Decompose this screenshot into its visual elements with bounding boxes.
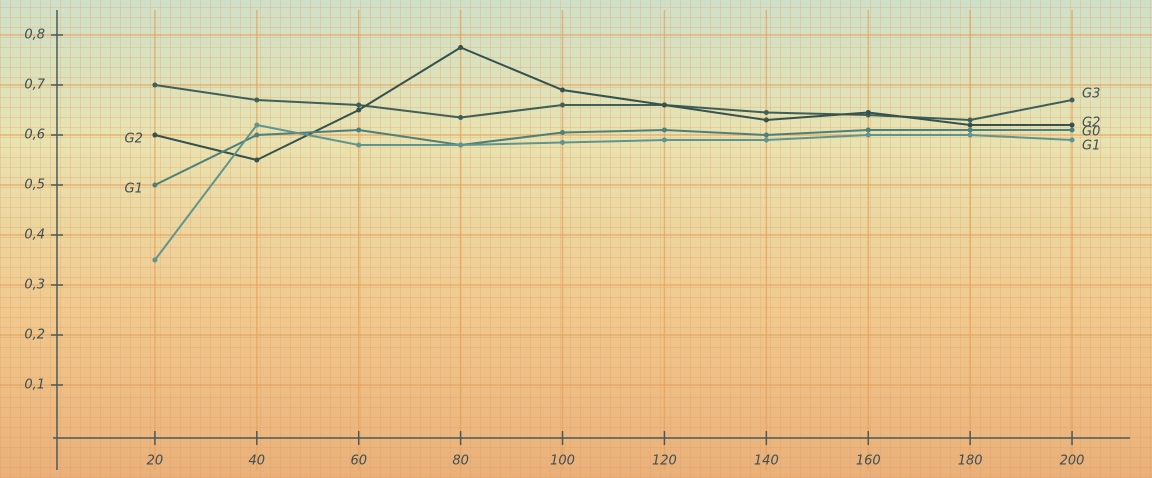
point [458,115,464,120]
y-tick-label: 0,8 [24,28,45,43]
y-tick-label: 0,1 [24,378,45,393]
y-tick-label: 0,5 [24,178,45,193]
x-tick-label: 140 [754,454,779,469]
point [356,102,362,108]
point [661,137,667,143]
legend-label: G1 [1082,139,1100,154]
point [1069,137,1075,143]
point [763,110,769,115]
series-line [154,123,1073,261]
x-tick-label: 120 [652,454,677,469]
point [763,132,769,138]
x-tick-label: 100 [550,454,575,469]
x-tick-label: 200 [1060,454,1085,469]
x-tick-label: 80 [452,454,469,469]
y-tick-label: 0,7 [24,78,45,93]
point [560,130,566,135]
point [967,122,973,128]
point [865,132,871,138]
point [967,132,973,138]
point [661,102,667,108]
x-tick-label: 20 [147,454,164,469]
point [356,142,362,148]
point [865,127,871,133]
legend-label: G2 [1082,116,1100,131]
legend-label: G0 [1082,125,1100,140]
point [152,132,158,138]
y-tick-label: 0,3 [24,278,45,293]
point [356,127,362,133]
point [1069,97,1075,103]
point [458,142,464,148]
x-tick-label: 180 [958,454,983,469]
point [152,182,158,188]
point [254,122,260,128]
point [661,127,667,133]
point [152,82,158,88]
point [967,117,973,123]
point [458,45,464,50]
point [356,107,362,113]
annotation: G1 [125,182,143,197]
x-tick-label: 40 [249,454,266,469]
series-line [154,128,1073,186]
series-line [154,84,1073,122]
point [560,140,566,145]
point [1069,122,1075,128]
x-tick-label: 60 [350,454,367,469]
point [560,87,566,93]
y-tick-label: 0,6 [24,128,45,143]
point [967,127,973,133]
y-tick-label: 0,4 [24,228,45,243]
point [763,137,769,143]
series-line [154,46,1073,162]
point [152,257,158,263]
point [865,110,871,115]
x-tick-label: 160 [856,454,881,469]
point [254,157,260,163]
point [254,97,260,103]
point [763,117,769,123]
y-tick-label: 0,2 [24,328,45,343]
point [1069,127,1075,133]
point [254,132,260,138]
legend-label: G3 [1082,87,1100,102]
annotation: G2 [125,132,143,147]
point [560,102,566,108]
